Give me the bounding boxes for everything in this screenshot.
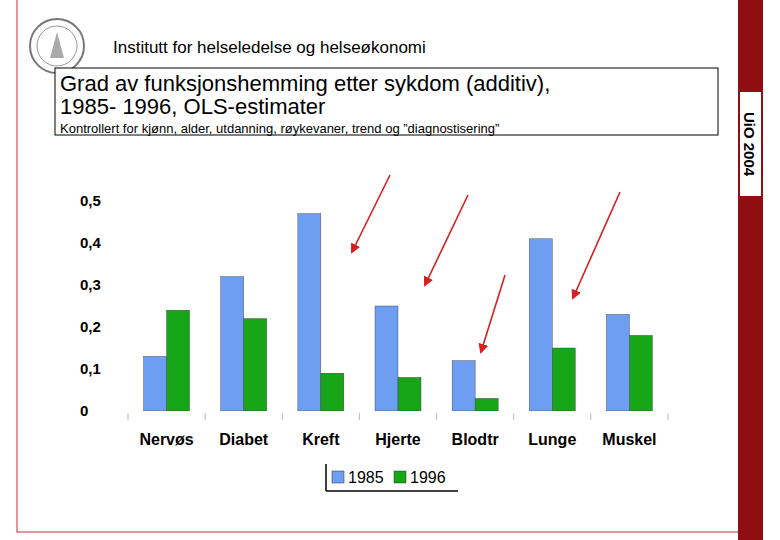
bar	[321, 373, 344, 411]
category-separator	[282, 413, 283, 420]
y-tick-label: 0,3	[80, 276, 101, 293]
x-tick-label: Diabet	[219, 431, 269, 448]
y-tick-label: 0,2	[80, 318, 101, 335]
category-separator	[668, 413, 669, 420]
logo-ring	[30, 19, 84, 73]
bar	[167, 310, 190, 411]
x-tick-label: Nervøs	[139, 431, 193, 448]
bar	[629, 335, 652, 411]
bar	[606, 314, 629, 411]
category-separator	[205, 413, 206, 420]
arrow	[425, 195, 468, 285]
side-label: UiO 2004	[741, 112, 758, 177]
bar	[398, 377, 421, 411]
legend-swatch	[394, 471, 406, 483]
y-tick-label: 0,5	[80, 192, 101, 209]
header: Institutt for helseledelse og helseøkono…	[113, 38, 426, 57]
y-tick-label: 0	[80, 402, 88, 419]
bar	[144, 356, 167, 411]
arrow	[352, 175, 390, 252]
arrow	[481, 275, 505, 352]
bar	[452, 361, 475, 411]
x-tick-label: Kreft	[302, 431, 340, 448]
x-tick-label: Hjerte	[375, 431, 420, 448]
page-frame	[17, 0, 747, 532]
legend-label: 1985	[348, 469, 384, 486]
bar	[475, 398, 498, 411]
y-tick-label: 0,1	[80, 360, 101, 377]
legend-swatch	[332, 471, 344, 483]
bars	[144, 214, 653, 411]
bar	[298, 214, 321, 411]
arrow	[573, 192, 620, 298]
logo-inner	[37, 26, 77, 66]
category-separator	[513, 413, 514, 420]
x-tick-label: Lunge	[528, 431, 576, 448]
x-tick-label: Blodtr	[452, 431, 499, 448]
subtitle: Kontrollert for kjønn, alder, utdanning,…	[60, 121, 499, 136]
legend-box	[326, 464, 458, 491]
logo	[30, 19, 84, 73]
side-label-box	[740, 92, 761, 196]
bar	[221, 277, 244, 411]
category-separator	[436, 413, 437, 420]
category-separator	[590, 413, 591, 420]
category-separator	[128, 413, 129, 420]
category-separator	[359, 413, 360, 420]
bar	[529, 239, 552, 411]
bar	[244, 319, 267, 411]
legend-border	[326, 490, 458, 492]
bar	[552, 348, 575, 411]
legend: 1985 1996	[326, 464, 458, 491]
side-band	[738, 0, 763, 540]
x-tick-label: Muskel	[602, 431, 656, 448]
title: Grad av funksjonshemming etter sykdom (a…	[60, 71, 550, 96]
legend-label: 1996	[410, 469, 446, 486]
bar	[375, 306, 398, 411]
logo-figure	[50, 32, 64, 58]
title: 1985- 1996, OLS-estimater	[60, 94, 325, 119]
y-tick-label: 0,4	[80, 234, 102, 251]
title-box	[55, 68, 718, 135]
legend-border	[325, 464, 327, 491]
